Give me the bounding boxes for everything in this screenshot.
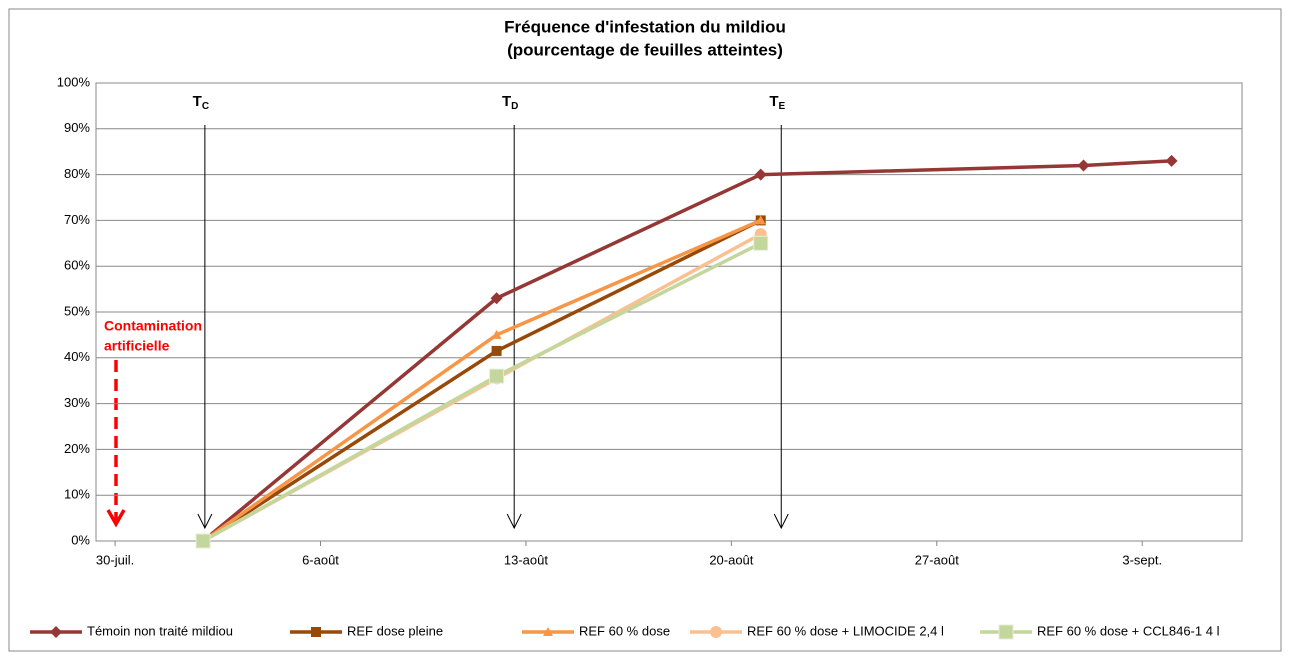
marker [1165, 154, 1178, 167]
marker [489, 368, 505, 384]
legend-marker [998, 624, 1014, 640]
y-tick-label: 50% [64, 303, 90, 318]
marker [490, 292, 503, 305]
y-tick-label: 30% [64, 395, 90, 410]
legend-marker [543, 627, 553, 636]
marker [754, 168, 767, 181]
chart-border [8, 8, 1282, 652]
x-tick-label: 6-août [302, 552, 339, 567]
x-tick-label: 30-juil. [96, 552, 134, 567]
legend-marker [710, 626, 722, 638]
legend-marker [311, 627, 321, 637]
annotation-arrowhead [197, 513, 213, 530]
annotation-label: TE [769, 93, 785, 112]
marker [753, 235, 769, 251]
legend-marker [50, 626, 62, 638]
marker [491, 329, 502, 339]
marker [1077, 159, 1090, 172]
chart-title: Fréquence d'infestation du mildiou [504, 17, 786, 36]
x-tick-label: 20-août [709, 552, 753, 567]
x-tick-label: 13-août [504, 552, 548, 567]
annotation-arrowhead [773, 513, 789, 530]
legend-label: Témoin non traité mildiou [87, 623, 233, 638]
legend-label: REF 60 % dose + LIMOCIDE 2,4 l [747, 623, 944, 638]
y-tick-label: 100% [57, 74, 91, 89]
plot-border [95, 82, 1243, 542]
legend-label: REF dose pleine [347, 623, 443, 638]
x-tick-label: 3-sept. [1122, 552, 1162, 567]
annotation-sub: E [779, 101, 786, 112]
note: artificielle [104, 338, 170, 354]
y-tick-label: 0% [71, 532, 90, 547]
y-tick-label: 40% [64, 349, 90, 364]
annotation-arrowhead [506, 513, 522, 530]
y-tick-label: 60% [64, 258, 90, 273]
chart-title: (pourcentage de feuilles atteintes) [507, 40, 783, 59]
y-tick-label: 70% [64, 212, 90, 227]
note-arrowhead [106, 509, 126, 528]
annotation-text: T [502, 93, 511, 110]
note: Contamination [104, 318, 202, 334]
y-tick-label: 90% [64, 120, 90, 135]
annotation-label: TC [193, 93, 209, 112]
annotation-text: T [193, 93, 202, 110]
marker [755, 215, 766, 225]
y-tick-label: 20% [64, 441, 90, 456]
marker [195, 533, 211, 549]
x-tick-label: 27-août [915, 552, 959, 567]
y-tick-label: 80% [64, 166, 90, 181]
legend-label: REF 60 % dose [579, 623, 670, 638]
annotation-text: T [769, 93, 778, 110]
annotation-sub: D [511, 101, 518, 112]
annotation-label: TD [502, 93, 518, 112]
annotation-sub: C [202, 101, 209, 112]
y-tick-label: 10% [64, 487, 90, 502]
marker [491, 345, 502, 356]
legend-label: REF 60 % dose + CCL846-1 4 l [1037, 623, 1220, 638]
